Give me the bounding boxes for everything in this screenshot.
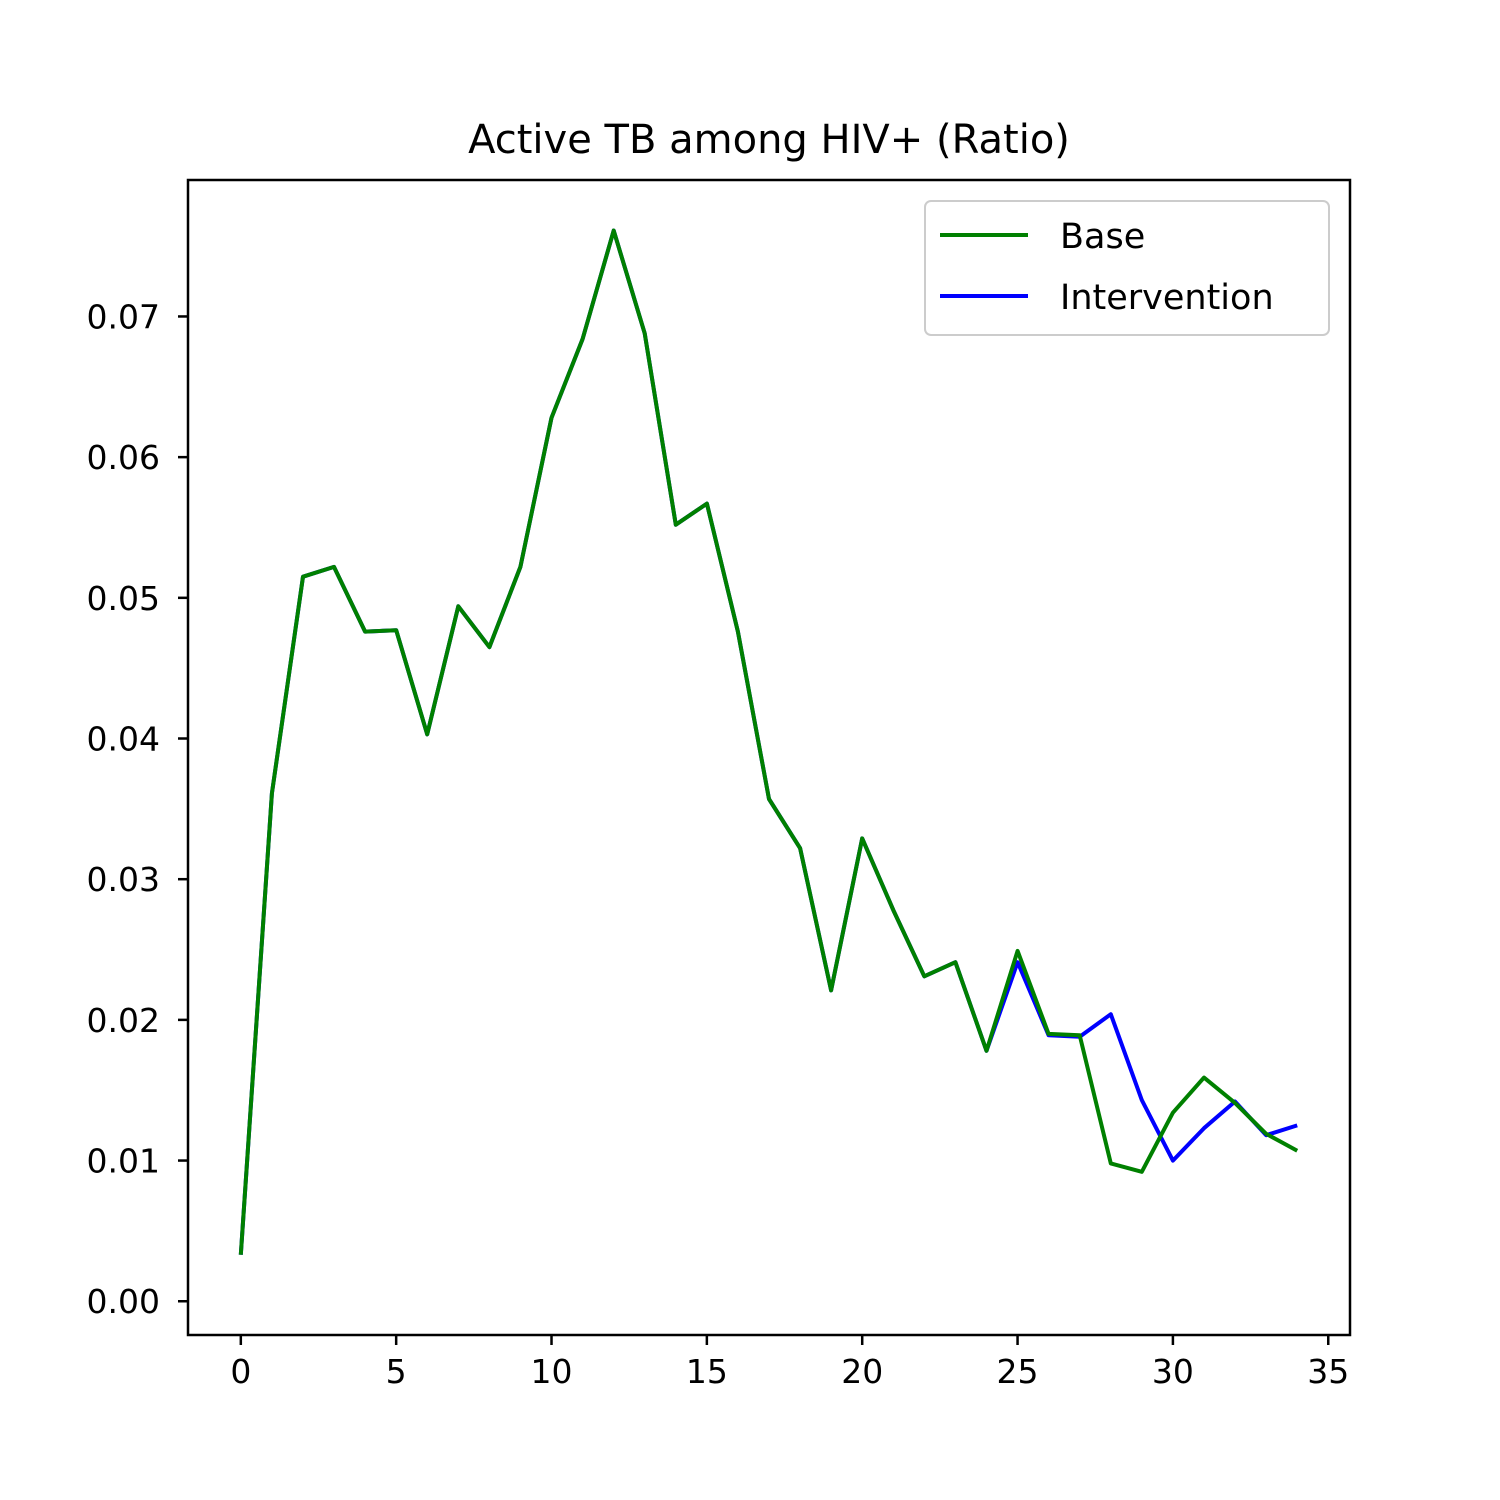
x-tick-label: 20 — [841, 1352, 883, 1391]
x-tick-label: 5 — [386, 1352, 407, 1391]
y-tick-label: 0.00 — [87, 1282, 160, 1321]
x-tick-label: 0 — [230, 1352, 251, 1391]
legend: Base Intervention — [924, 200, 1330, 336]
x-tick-label: 30 — [1152, 1352, 1194, 1391]
y-tick-label: 0.04 — [87, 720, 160, 759]
x-tick-label: 15 — [686, 1352, 728, 1391]
x-axis: 0 5 10 15 20 25 30 35 — [230, 1335, 1349, 1391]
y-tick-label: 0.03 — [87, 860, 160, 899]
y-tick-label: 0.06 — [87, 438, 160, 477]
y-tick-label: 0.05 — [87, 579, 160, 618]
plot-frame — [186, 178, 1352, 1337]
x-tick-label: 10 — [531, 1352, 573, 1391]
x-tick-label: 25 — [997, 1352, 1039, 1391]
x-tick-label: 35 — [1307, 1352, 1349, 1391]
y-axis: 0.00 0.01 0.02 0.03 0.04 0.05 0.06 0.07 — [87, 297, 188, 1321]
series-layer — [238, 228, 1299, 1255]
y-tick-label: 0.02 — [87, 1001, 160, 1040]
legend-label: Intervention — [1060, 278, 1274, 318]
series-line-base — [238, 228, 1299, 1255]
plot-background — [188, 180, 1350, 1335]
legend-label: Base — [1060, 217, 1145, 257]
y-tick-label: 0.01 — [87, 1142, 160, 1181]
y-tick-label: 0.07 — [87, 297, 160, 336]
chart-title: Active TB among HIV+ (Ratio) — [468, 117, 1070, 163]
plot-area — [188, 180, 1350, 1335]
